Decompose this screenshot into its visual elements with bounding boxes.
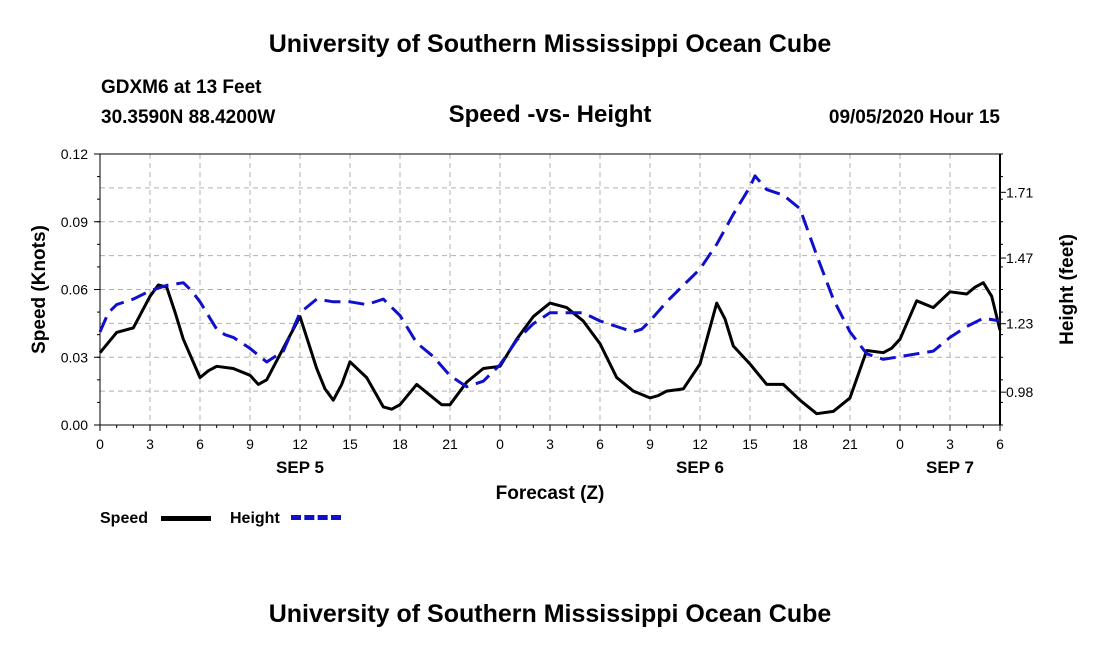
x-tick-label: 15: [742, 436, 758, 452]
legend-speed-label: Speed: [100, 510, 149, 527]
y2-tick-label: 0.98: [1006, 384, 1033, 400]
y-tick-label: 0.09: [61, 214, 88, 230]
datetime-label: 09/05/2020 Hour 15: [828, 107, 1000, 128]
y-axis-label: Speed (Knots): [29, 225, 50, 354]
date-label: SEP 6: [676, 458, 724, 477]
x-tick-label: 0: [96, 436, 104, 452]
y2-axis-label: Height (feet): [1057, 234, 1078, 345]
y-tick-label: 0.00: [61, 417, 88, 433]
x-tick-label: 21: [442, 436, 458, 452]
x-tick-label: 12: [692, 436, 708, 452]
grid-lines: [100, 154, 1000, 425]
legend-height-swatch: [291, 515, 341, 520]
station-label: GDXM6 at 13 Feet: [101, 77, 262, 98]
x-tick-label: 15: [342, 436, 358, 452]
top-title: University of Southern Mississippi Ocean…: [268, 30, 832, 58]
legend-height-label: Height: [230, 510, 280, 527]
bottom-title: University of Southern Mississippi Ocean…: [268, 600, 832, 628]
x-tick-label: 18: [792, 436, 808, 452]
height-series-line: [98, 174, 1001, 389]
plot-title: Speed -vs- Height: [448, 101, 652, 128]
y2-tick-label: 1.23: [1006, 316, 1033, 332]
x-tick-label: 9: [246, 436, 254, 452]
x-tick-label: 3: [946, 436, 954, 452]
y-tick-label: 0.03: [61, 349, 88, 365]
x-tick-label: 6: [596, 436, 604, 452]
y-tick-label: 0.06: [61, 282, 88, 298]
y-tick-label: 0.12: [61, 146, 88, 162]
speed-series-line: [98, 281, 1002, 416]
coordinates-label: 30.3590N 88.4200W: [101, 107, 276, 128]
date-label: SEP 7: [926, 458, 974, 477]
x-tick-label: 3: [546, 436, 554, 452]
x-tick-label: 9: [646, 436, 654, 452]
x-tick-label: 12: [292, 436, 308, 452]
x-tick-label: 6: [996, 436, 1004, 452]
date-label: SEP 5: [276, 458, 324, 477]
x-tick-label: 0: [896, 436, 904, 452]
x-tick-label: 0: [496, 436, 504, 452]
x-axis-label: Forecast (Z): [496, 483, 605, 504]
y2-tick-label: 1.71: [1006, 184, 1033, 200]
legend-speed-swatch: [161, 516, 211, 521]
x-tick-label: 18: [392, 436, 408, 452]
x-tick-label: 6: [196, 436, 204, 452]
x-tick-label: 3: [146, 436, 154, 452]
x-tick-label: 21: [842, 436, 858, 452]
y2-tick-label: 1.47: [1006, 250, 1033, 266]
